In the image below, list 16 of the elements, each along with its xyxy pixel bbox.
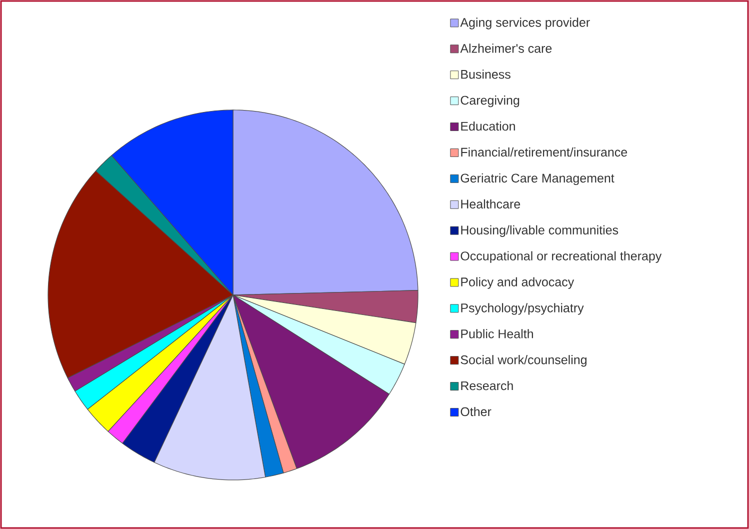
legend-label: Social work/counseling	[460, 355, 586, 367]
legend-label: Business	[461, 70, 510, 79]
legend-label: Geriatric Care Management	[460, 173, 614, 186]
legend-label: Financial/retirement/insurance	[461, 147, 628, 157]
legend-label: Occupational or recreational therapy	[460, 251, 662, 263]
legend-label: Research	[461, 381, 513, 390]
legend-label: Public Health	[461, 329, 533, 338]
legend-label: Other	[460, 406, 492, 416]
legend-label: Alzheimer's care	[460, 44, 552, 53]
legend-label: Psychology/psychiatry	[461, 303, 584, 315]
legend-label: Housing/livable communities	[461, 225, 618, 237]
legend-label: Education	[461, 121, 515, 131]
legend-label: Caregiving	[460, 96, 520, 108]
legend-label: Policy and advocacy	[461, 277, 574, 289]
legend-label: Aging services provider	[460, 18, 590, 30]
legend-label: Healthcare	[461, 199, 520, 209]
